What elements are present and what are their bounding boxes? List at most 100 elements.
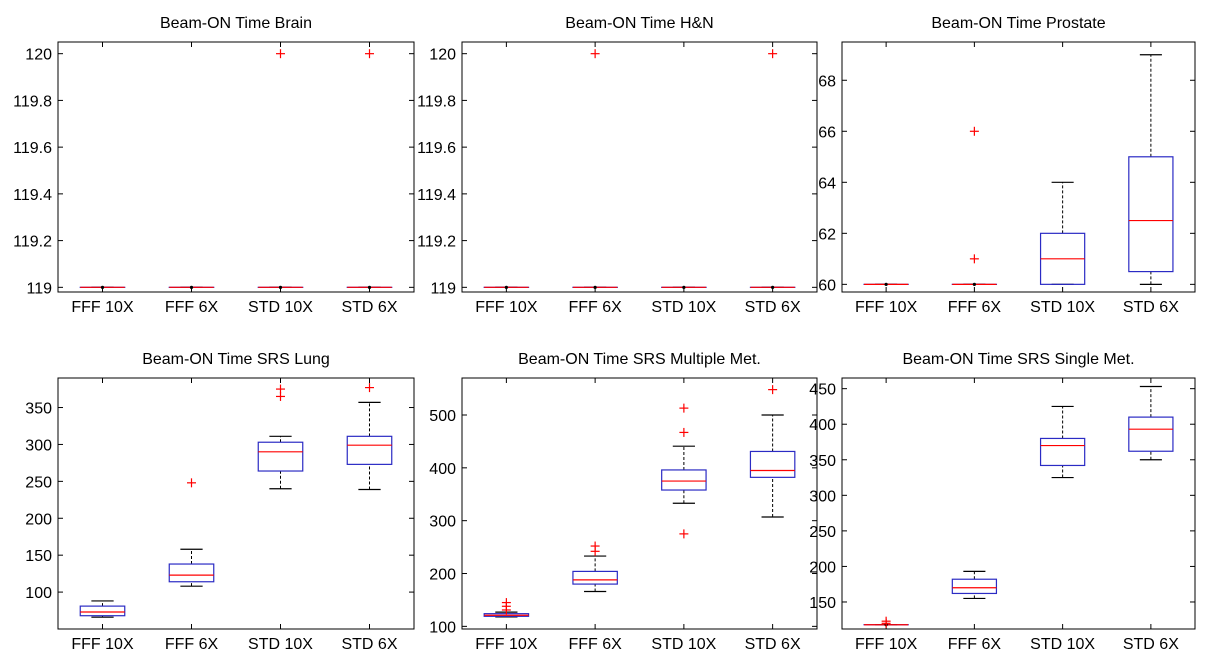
y-tick-label: 119.2: [13, 234, 52, 251]
y-tick-label: 500: [429, 408, 456, 425]
outlier-point: [969, 126, 979, 136]
iqr-box: [572, 570, 618, 585]
box-4: [1128, 54, 1174, 285]
axes-frame: [841, 377, 1196, 630]
outlier-point: [881, 616, 891, 626]
box-4: [346, 49, 393, 289]
y-tick-label: 119.4: [417, 187, 456, 204]
axes-frame: [57, 41, 415, 293]
center-dot: [682, 285, 686, 289]
y-tick-label: 100: [25, 585, 52, 602]
x-tick-label: STD 6X: [745, 636, 801, 653]
x-tick-label: STD 10X: [1030, 299, 1095, 316]
box-2: [951, 126, 998, 286]
box-1: [483, 598, 530, 618]
y-tick-label: 119: [26, 280, 52, 297]
axes-frame: [841, 41, 1196, 293]
x-tick-label: FFF 10X: [855, 636, 918, 653]
subplot-5: Beam-ON Time SRS Multiple Met. 100 200 300 4…: [429, 351, 818, 653]
y-tick-label: 60: [818, 277, 836, 294]
box-3: [257, 384, 304, 490]
y-tick-label: 119.4: [13, 187, 52, 204]
center-dot: [593, 285, 597, 289]
box-2: [951, 570, 998, 600]
axes-frame: [57, 377, 415, 630]
y-tick-label: 119.6: [417, 140, 456, 157]
x-tick-label: FFF 10X: [71, 636, 134, 653]
y-tick-label: 200: [429, 567, 456, 584]
box-1: [79, 285, 126, 289]
chart-title: Beam-ON Time Brain: [160, 15, 312, 32]
x-tick-label: STD 6X: [1123, 636, 1179, 653]
y-tick-label: 250: [25, 474, 52, 491]
iqr-box: [1128, 416, 1174, 452]
center-dot: [884, 282, 888, 286]
outlier-point: [365, 49, 374, 59]
y-tick-label: 300: [429, 514, 456, 531]
y-tick-label: 250: [809, 524, 836, 541]
box-4: [346, 383, 393, 491]
outlier-point: [501, 598, 511, 608]
iqr-box: [661, 469, 707, 491]
x-tick-label: STD 10X: [248, 299, 313, 316]
y-tick-label: 400: [809, 417, 836, 434]
chart-title: Beam-ON Time SRS Single Met.: [902, 351, 1134, 368]
x-tick-label: STD 6X: [745, 299, 801, 316]
center-dot: [972, 282, 976, 286]
x-tick-label: FFF 6X: [165, 299, 219, 316]
x-tick-label: FFF 6X: [568, 299, 622, 316]
box-3: [661, 285, 707, 289]
chart-title: Beam-ON Time SRS Lung: [142, 351, 330, 368]
outlier-point: [768, 385, 778, 395]
x-tick-label: STD 6X: [341, 299, 397, 316]
outlier-point: [768, 49, 778, 59]
y-tick-label: 450: [809, 382, 836, 399]
iqr-box: [257, 441, 304, 472]
y-tick-label: 120: [429, 47, 456, 64]
box-3: [1039, 181, 1086, 285]
subplot-3: Beam-ON Time Prostate 60 62 64 66 68 FFF 10X FF…: [818, 15, 1196, 316]
subplot-1: Beam-ON Time Brain 119 119.2 119.4 119.6 119.…: [13, 15, 415, 316]
iqr-box: [1039, 437, 1086, 467]
x-tick-label: STD 10X: [248, 636, 313, 653]
outlier-point: [365, 383, 374, 393]
box-4: [749, 385, 796, 518]
y-tick-label: 62: [818, 226, 836, 243]
box-1: [79, 600, 126, 618]
iqr-box: [951, 578, 998, 595]
iqr-box: [79, 605, 126, 617]
box-1: [863, 616, 909, 628]
box-2: [168, 478, 215, 587]
y-tick-label: 150: [25, 548, 52, 565]
center-dot: [367, 285, 372, 289]
iqr-box: [168, 563, 215, 583]
outlier-point: [679, 427, 689, 437]
x-tick-label: STD 10X: [651, 636, 716, 653]
y-tick-label: 119: [430, 280, 456, 297]
box-2: [168, 285, 215, 289]
outlier-point: [679, 529, 689, 539]
box-3: [1039, 405, 1086, 479]
center-dot: [278, 285, 283, 289]
x-tick-label: STD 6X: [341, 636, 397, 653]
iqr-box: [346, 435, 393, 465]
subplot-4: Beam-ON Time SRS Lung 100 150 200 250 300 350 F…: [25, 351, 415, 653]
y-tick-label: 200: [809, 559, 836, 576]
y-tick-label: 400: [429, 461, 456, 478]
y-tick-label: 300: [809, 488, 836, 505]
x-tick-label: STD 10X: [1030, 636, 1095, 653]
box-1: [863, 282, 909, 286]
iqr-box: [749, 450, 796, 478]
y-tick-label: 100: [429, 619, 456, 636]
outlier-point: [187, 478, 196, 488]
box-2: [572, 49, 618, 289]
y-tick-label: 200: [25, 511, 52, 528]
x-tick-label: FFF 6X: [165, 636, 219, 653]
outlier-point: [679, 403, 689, 413]
y-tick-label: 64: [818, 175, 836, 192]
y-tick-label: 119.2: [417, 234, 456, 251]
x-tick-label: STD 10X: [651, 299, 716, 316]
chart-title: Beam-ON Time Prostate: [931, 15, 1105, 32]
outlier-point: [276, 384, 285, 394]
